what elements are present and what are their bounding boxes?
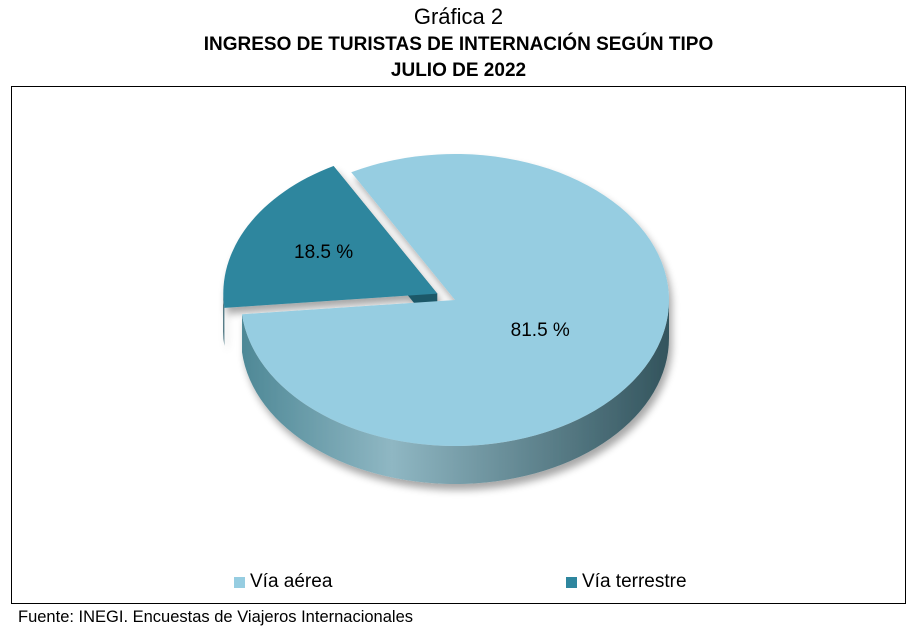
legend-swatch-via-terrestre bbox=[566, 576, 577, 588]
legend-item-via-aerea: Vía aérea bbox=[234, 571, 332, 593]
slice-label-via-aerea: 81.5 % bbox=[510, 319, 570, 341]
chart-number: Gráfica 2 bbox=[413, 4, 504, 29]
chart-title: INGRESO DE TURISTAS DE INTERNACIÓN SEGÚN… bbox=[203, 34, 714, 55]
chart-subtitle: JULIO DE 2022 bbox=[390, 60, 527, 81]
legend-label-via-terrestre: Vía terrestre bbox=[582, 571, 687, 592]
source-note: Fuente: INEGI. Encuestas de Viajeros Int… bbox=[18, 608, 414, 626]
pie-slice-v-a-terrestre bbox=[223, 165, 438, 308]
legend-swatch-via-aerea bbox=[234, 576, 245, 588]
chart-area bbox=[11, 86, 906, 604]
slice-label-via-terrestre: 18.5 % bbox=[294, 241, 354, 263]
slice-side-1 bbox=[223, 293, 225, 346]
legend-item-via-terrestre: Vía terrestre bbox=[566, 571, 687, 593]
slice-side-0 bbox=[242, 300, 669, 484]
pie-slice-v-a-a-rea bbox=[242, 153, 669, 446]
legend-label-via-aerea: Vía aérea bbox=[250, 571, 333, 592]
